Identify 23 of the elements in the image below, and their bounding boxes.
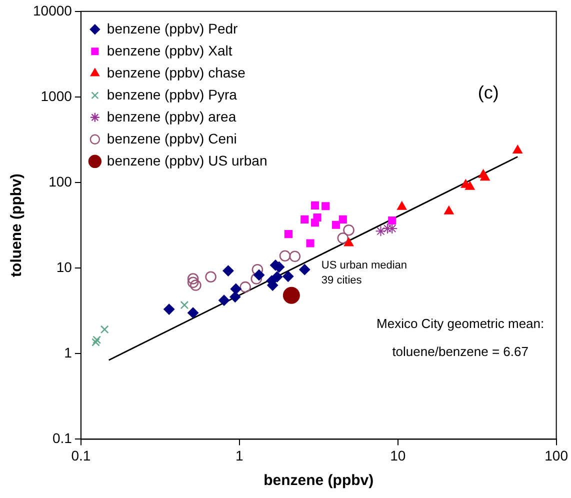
y-tick-label: 100 [48,173,72,190]
y-tick-label: 1 [64,344,72,360]
legend-label: benzene (ppbv) Xalt [106,42,232,58]
y-axis-title: toluene (ppbv) [8,174,26,277]
legend-label: benzene (ppbv) Ceni [106,130,237,146]
legend-label: benzene (ppbv) Pyra [106,86,238,102]
x-tick-label: 100 [544,447,568,464]
x-tick-label: 10 [390,447,406,464]
annotation: US urban median 39 cities [321,259,408,286]
legend-label: benzene (ppbv) area [106,108,236,124]
legend-label: benzene (ppbv) US urban [106,152,268,168]
x-tick-label: 0.1 [71,447,91,464]
annotation: toluene/benzene = 6.67 [392,344,528,359]
y-tick-label: 1000 [40,88,72,104]
annotation: Mexico City geometric mean: [376,316,544,331]
legend-label: benzene (ppbv) chase [106,64,246,80]
y-tick-label: 0.1 [52,430,72,446]
x-axis-title: benzene (ppbv) [264,472,374,490]
annotation: (c) [478,82,499,102]
y-tick-label: 10000 [32,2,72,18]
x-tick-label: 1 [235,447,244,464]
y-tick-label: 10 [56,258,72,275]
legend-label: benzene (ppbv) Pedr [106,20,238,36]
